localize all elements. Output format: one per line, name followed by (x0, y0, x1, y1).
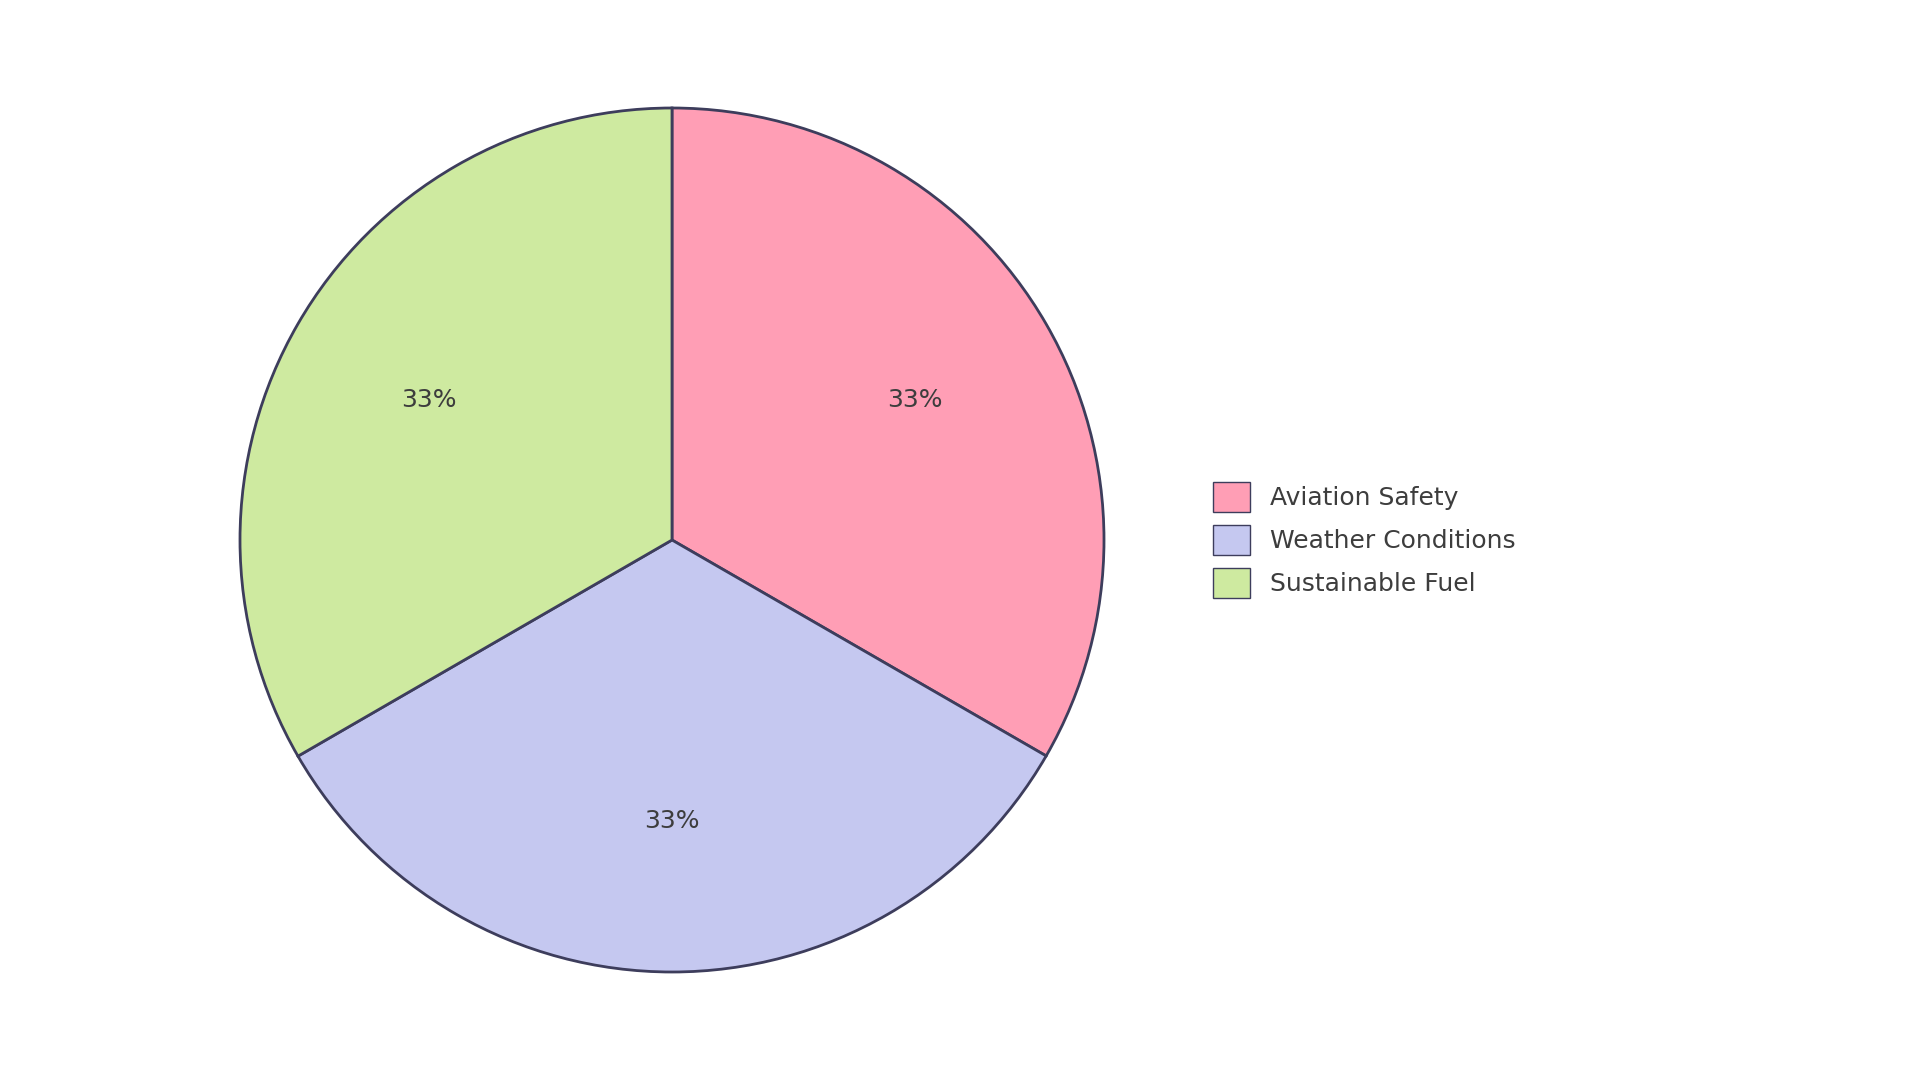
Wedge shape (298, 540, 1046, 972)
Legend: Aviation Safety, Weather Conditions, Sustainable Fuel: Aviation Safety, Weather Conditions, Sus… (1204, 472, 1526, 608)
Text: 33%: 33% (887, 388, 943, 411)
Wedge shape (672, 108, 1104, 756)
Wedge shape (240, 108, 672, 756)
Text: 33%: 33% (645, 809, 699, 833)
Text: 33%: 33% (401, 388, 457, 411)
